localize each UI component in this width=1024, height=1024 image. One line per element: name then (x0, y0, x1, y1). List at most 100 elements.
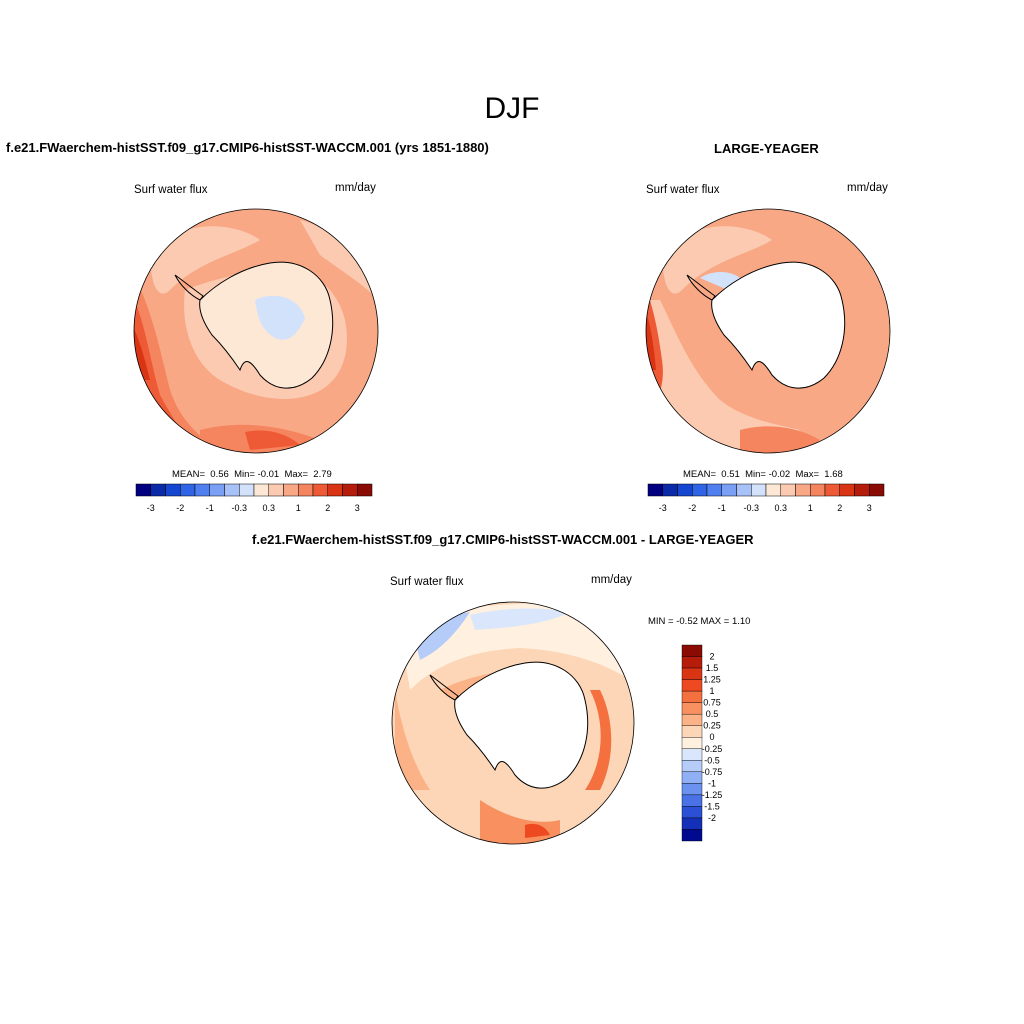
colorbar-swatch (681, 725, 703, 738)
right-min-label: Min= (745, 469, 766, 480)
colorbar-tick-label: -1 (718, 503, 726, 513)
colorbar-swatch (854, 483, 870, 497)
colorbar-tick-label: -3 (147, 503, 155, 513)
colorbar-tick-label: -1 (206, 503, 214, 513)
colorbar-tick-label: -2 (708, 813, 716, 823)
colorbar-swatch (869, 483, 885, 497)
right-panel-title: LARGE-YEAGER (714, 141, 819, 156)
colorbar-swatch (327, 483, 343, 497)
colorbar-swatch (209, 483, 225, 497)
colorbar-swatch (677, 483, 693, 497)
colorbar-swatch (765, 483, 781, 497)
colorbar-swatch (681, 760, 703, 773)
colorbar-swatch (681, 748, 703, 761)
colorbar-swatch (681, 794, 703, 807)
colorbar-swatch (298, 483, 314, 497)
colorbar-swatch (180, 483, 196, 497)
colorbar-swatch (681, 667, 703, 680)
left-mean-value: 0.56 (210, 469, 229, 480)
colorbar-swatch (662, 483, 678, 497)
colorbar-tick-label: 1.25 (703, 675, 721, 685)
left-min-label: Min= (234, 469, 255, 480)
colorbar-tick-label: -0.5 (704, 755, 720, 765)
colorbar-tick-label: -2 (176, 503, 184, 513)
diff-colorbar: 21.5 1.251 0.750.5 0.250 -0.25-0.5 -0.75-1 -1.… (681, 644, 723, 842)
diff-variable-label: Surf water flux (390, 576, 464, 588)
left-mean-label: MEAN= (172, 469, 205, 480)
right-variable-label: Surf water flux (646, 184, 720, 196)
colorbar-swatch (268, 483, 284, 497)
colorbar-swatch (224, 483, 240, 497)
left-max-label: Max= (284, 469, 309, 480)
right-stats: MEAN= 0.51 Min= -0.02 Max= 1.68 (683, 469, 843, 480)
left-units-label: mm/day (335, 182, 376, 194)
colorbar-tick-label: 1 (808, 503, 813, 513)
colorbar-tick-label: 2 (837, 503, 842, 513)
colorbar-swatch (342, 483, 358, 497)
colorbar-tick-label: -0.75 (702, 767, 723, 777)
colorbar-tick-label: -3 (659, 503, 667, 513)
colorbar-tick-label: 1 (709, 686, 714, 696)
colorbar-tick-label: -0.3 (743, 503, 759, 513)
colorbar-swatch (824, 483, 840, 497)
right-colorbar: -3 -2 -1 -0.3 0.3 1 2 3 (647, 483, 885, 513)
colorbar-tick-label: 1 (296, 503, 301, 513)
figure-title: DJF (484, 92, 540, 125)
colorbar-tick-label: -1 (708, 778, 716, 788)
colorbar-swatch (165, 483, 181, 497)
colorbar-tick-label: 3 (355, 503, 360, 513)
left-variable-label: Surf water flux (134, 184, 208, 196)
colorbar-swatch (751, 483, 767, 497)
left-max-value: 2.79 (313, 469, 332, 480)
left-min-value: -0.01 (257, 469, 280, 480)
colorbar-swatch (692, 483, 708, 497)
colorbar-swatch (681, 771, 703, 784)
colorbar-swatch (253, 483, 269, 497)
colorbar-swatch (681, 702, 703, 715)
colorbar-tick-label: 1.5 (706, 663, 719, 673)
colorbar-swatch (810, 483, 826, 497)
colorbar-tick-label: 2 (325, 503, 330, 513)
colorbar-swatch (312, 483, 328, 497)
colorbar-swatch (795, 483, 811, 497)
colorbar-tick-label: 3 (867, 503, 872, 513)
colorbar-swatch (194, 483, 210, 497)
colorbar-swatch (239, 483, 255, 497)
colorbar-tick-label: 0.3 (262, 503, 275, 513)
colorbar-swatch (647, 483, 663, 497)
diff-minmax-text: MIN = -0.52 MAX = 1.10 (648, 616, 751, 627)
colorbar-tick-label: -1.5 (704, 801, 720, 811)
right-units-label: mm/day (847, 182, 888, 194)
colorbar-tick-label: 0 (709, 732, 714, 742)
colorbar-tick-label: -2 (688, 503, 696, 513)
right-min-value: -0.02 (768, 469, 791, 480)
colorbar-swatch (283, 483, 299, 497)
colorbar-tick-label: 2 (709, 652, 714, 662)
colorbar-swatch (681, 817, 703, 830)
right-max-label: Max= (795, 469, 820, 480)
right-mean-label: MEAN= (683, 469, 716, 480)
colorbar-tick-label: 0.25 (703, 721, 721, 731)
colorbar-swatch (681, 829, 703, 842)
colorbar-swatch (706, 483, 722, 497)
colorbar-swatch (681, 713, 703, 726)
diff-panel-title: f.e21.FWaerchem-histSST.f09_g17.CMIP6-hi… (252, 532, 754, 547)
colorbar-swatch (681, 690, 703, 703)
diff-units-label: mm/day (591, 574, 632, 586)
colorbar-swatch (681, 679, 703, 692)
colorbar-swatch (135, 483, 151, 497)
left-stats: MEAN= 0.56 Min= -0.01 Max= 2.79 (172, 469, 332, 480)
colorbar-swatch (681, 656, 703, 669)
colorbar-swatch (681, 644, 703, 657)
colorbar-tick-label: 0.3 (774, 503, 787, 513)
colorbar-swatch (721, 483, 737, 497)
colorbar-swatch (681, 783, 703, 796)
colorbar-swatch (150, 483, 166, 497)
colorbar-swatch (780, 483, 796, 497)
colorbar-swatch (681, 806, 703, 819)
left-panel-title: f.e21.FWaerchem-histSST.f09_g17.CMIP6-hi… (6, 140, 489, 155)
colorbar-tick-label: -0.3 (231, 503, 247, 513)
colorbar-tick-label: -0.25 (702, 744, 723, 754)
colorbar-swatch (681, 737, 703, 749)
colorbar-swatch (736, 483, 752, 497)
